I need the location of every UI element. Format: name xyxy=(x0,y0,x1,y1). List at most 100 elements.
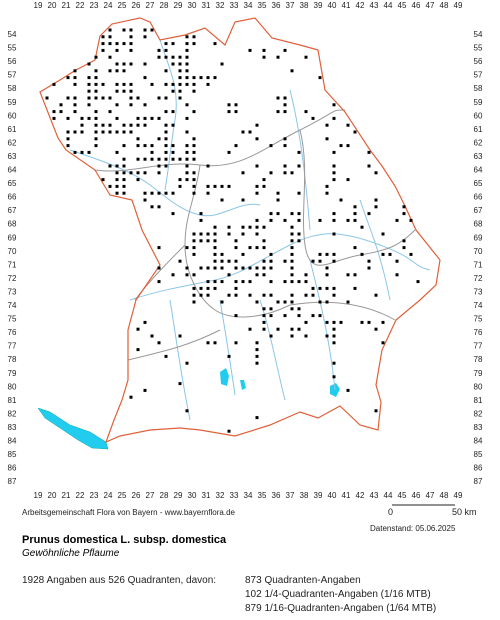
dot xyxy=(94,96,98,100)
column-label: 31 xyxy=(202,491,211,500)
row-label: 66 xyxy=(474,193,483,202)
column-label: 30 xyxy=(188,1,197,10)
dot xyxy=(136,327,140,331)
dot xyxy=(227,232,231,236)
dot xyxy=(290,232,294,236)
dot xyxy=(297,280,301,284)
dot xyxy=(290,280,294,284)
dot xyxy=(367,164,371,168)
dot xyxy=(262,320,266,324)
state-border xyxy=(39,17,441,444)
dot xyxy=(87,89,91,93)
column-label: 49 xyxy=(454,491,463,500)
dot xyxy=(192,150,196,154)
dot xyxy=(192,178,196,182)
dot xyxy=(283,48,287,52)
dot xyxy=(213,76,217,80)
dot xyxy=(332,320,336,324)
dot xyxy=(94,82,98,86)
dot xyxy=(129,62,133,66)
dot xyxy=(283,300,287,304)
dot xyxy=(108,55,112,59)
dot xyxy=(374,293,378,297)
dot xyxy=(157,205,161,209)
row-label: 62 xyxy=(8,138,17,147)
row-label: 60 xyxy=(474,111,483,120)
dot xyxy=(283,280,287,284)
dot xyxy=(332,327,336,331)
column-label: 28 xyxy=(160,1,169,10)
dot xyxy=(311,293,315,297)
dot xyxy=(353,273,357,277)
dot xyxy=(255,300,259,304)
row-label: 59 xyxy=(8,98,17,107)
dot xyxy=(332,164,336,168)
dot xyxy=(143,76,147,80)
dot xyxy=(353,130,357,134)
dot xyxy=(143,157,147,161)
row-label: 61 xyxy=(474,125,483,134)
dot xyxy=(367,150,371,154)
dot xyxy=(213,259,217,263)
dot xyxy=(108,28,112,32)
dot xyxy=(255,123,259,127)
dot xyxy=(150,116,154,120)
dot xyxy=(185,246,189,250)
row-label: 58 xyxy=(8,84,17,93)
row-label: 73 xyxy=(474,287,483,296)
dot xyxy=(227,259,231,263)
dot xyxy=(353,286,357,290)
dot xyxy=(213,252,217,256)
dot xyxy=(185,144,189,148)
dot xyxy=(150,28,154,32)
dot xyxy=(206,293,210,297)
dot xyxy=(73,103,77,107)
dot xyxy=(381,341,385,345)
row-label: 78 xyxy=(8,355,17,364)
dot xyxy=(276,110,280,114)
dot xyxy=(304,334,308,338)
dot xyxy=(115,62,119,66)
dot xyxy=(374,409,378,413)
dot xyxy=(241,198,245,202)
scale-end: 50 km xyxy=(452,507,477,517)
dot xyxy=(325,266,329,270)
row-label: 77 xyxy=(8,342,17,351)
column-label: 47 xyxy=(426,1,435,10)
column-label: 42 xyxy=(356,1,365,10)
dot xyxy=(220,62,224,66)
dot xyxy=(115,42,119,46)
dot xyxy=(66,96,70,100)
dot xyxy=(227,225,231,229)
dot xyxy=(157,191,161,195)
dot xyxy=(108,69,112,73)
dot xyxy=(115,171,119,175)
dot xyxy=(269,218,273,222)
column-label: 21 xyxy=(62,1,71,10)
dot xyxy=(94,116,98,120)
dot xyxy=(332,341,336,345)
dot xyxy=(52,82,56,86)
row-label: 56 xyxy=(8,57,17,66)
dot xyxy=(318,286,322,290)
dot xyxy=(143,191,147,195)
dot xyxy=(122,89,126,93)
column-label: 46 xyxy=(412,491,421,500)
dot xyxy=(290,225,294,229)
rivers xyxy=(69,39,431,421)
dot xyxy=(108,164,112,168)
dot xyxy=(192,293,196,297)
dot xyxy=(136,116,140,120)
column-label: 29 xyxy=(174,1,183,10)
column-label: 24 xyxy=(104,1,113,10)
dot xyxy=(402,212,406,216)
dot xyxy=(66,116,70,120)
dot xyxy=(129,130,133,134)
column-label: 41 xyxy=(342,1,351,10)
dot xyxy=(332,103,336,107)
dot xyxy=(157,48,161,52)
dot xyxy=(143,171,147,175)
column-label: 33 xyxy=(230,1,239,10)
dot xyxy=(213,341,217,345)
dot xyxy=(262,327,266,331)
